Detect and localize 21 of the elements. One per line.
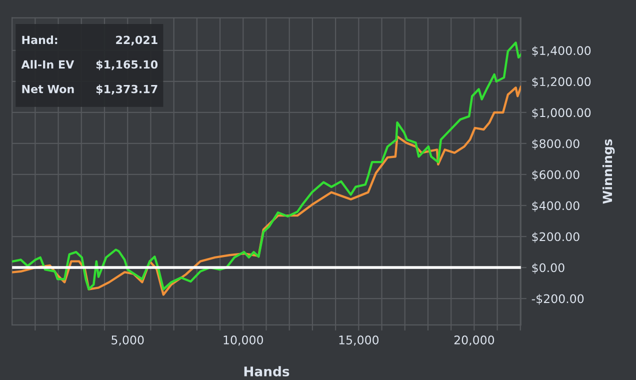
x-tick-label: 10,000 — [224, 336, 264, 346]
y-axis-title: Winnings — [602, 139, 615, 204]
x-tick-label: 20,000 — [454, 336, 494, 346]
x-axis-title: Hands — [244, 366, 290, 376]
y-tick-label: $800.00 — [532, 138, 580, 150]
annotation: All-In EV — [21, 60, 74, 69]
y-tick-label: $1,400.00 — [532, 46, 591, 57]
y-tick-label: $0.00 — [532, 263, 564, 274]
y-tick-label: $1,000.00 — [532, 108, 591, 119]
annotation: Hand: — [22, 36, 58, 44]
x-tick-label: 5,000 — [112, 336, 144, 346]
annotation: Net Won — [22, 84, 74, 94]
annotation: 22,021 — [116, 36, 158, 46]
y-tick-label: $200.00 — [532, 232, 580, 243]
y-tick-label: $1,200.00 — [532, 76, 591, 88]
y-tick-label: -$200.00 — [532, 294, 584, 305]
annotation: $1,165.10 — [96, 60, 158, 70]
annotation: $1,373.17 — [96, 84, 158, 95]
y-tick-label: $600.00 — [532, 170, 580, 181]
y-tick-label: $400.00 — [532, 201, 580, 212]
x-tick-label: 15,000 — [339, 336, 379, 346]
